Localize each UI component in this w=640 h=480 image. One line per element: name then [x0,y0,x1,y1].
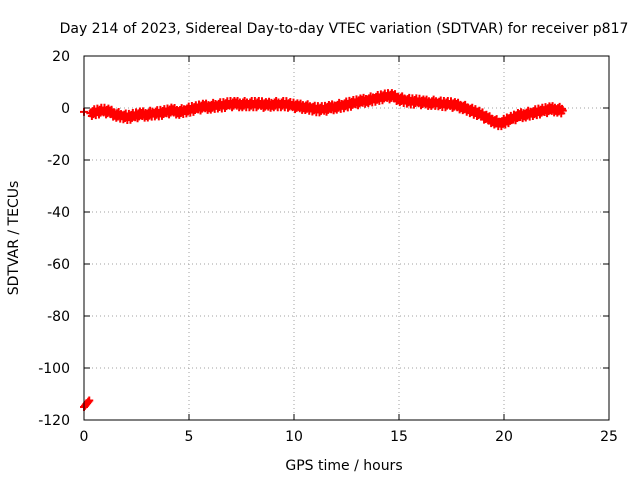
data-point [84,397,93,406]
x-tick-label: 25 [600,429,618,445]
x-tick-label: 0 [80,429,89,445]
y-tick-label: -80 [47,309,70,325]
y-tick-label: -100 [38,361,70,377]
plot-frame [83,55,610,421]
data-point [85,396,94,405]
series-sdtvar [80,89,567,411]
y-tick-label: -40 [47,205,70,221]
chart-title: Day 214 of 2023, Sidereal Day-to-day VTE… [60,21,629,37]
y-tick-label: 0 [61,101,70,117]
data-point [558,104,567,113]
y-tick-label: -60 [47,257,70,273]
x-tick-label: 5 [185,429,194,445]
y-axis-ticks: 20 0 -20 -40 -60 -80 -100 -120 [38,49,609,429]
x-axis-label: GPS time / hours [285,458,402,474]
y-tick-label: 20 [52,49,70,65]
y-tick-label: -120 [38,413,70,429]
x-tick-label: 10 [285,429,303,445]
data-series [80,89,567,411]
y-axis-label: SDTVAR / TECUs [6,181,22,296]
x-tick-label: 15 [390,429,408,445]
x-tick-label: 20 [495,429,513,445]
y-tick-label: -20 [47,153,70,169]
x-axis-ticks: 0 5 10 15 20 25 [80,56,618,445]
